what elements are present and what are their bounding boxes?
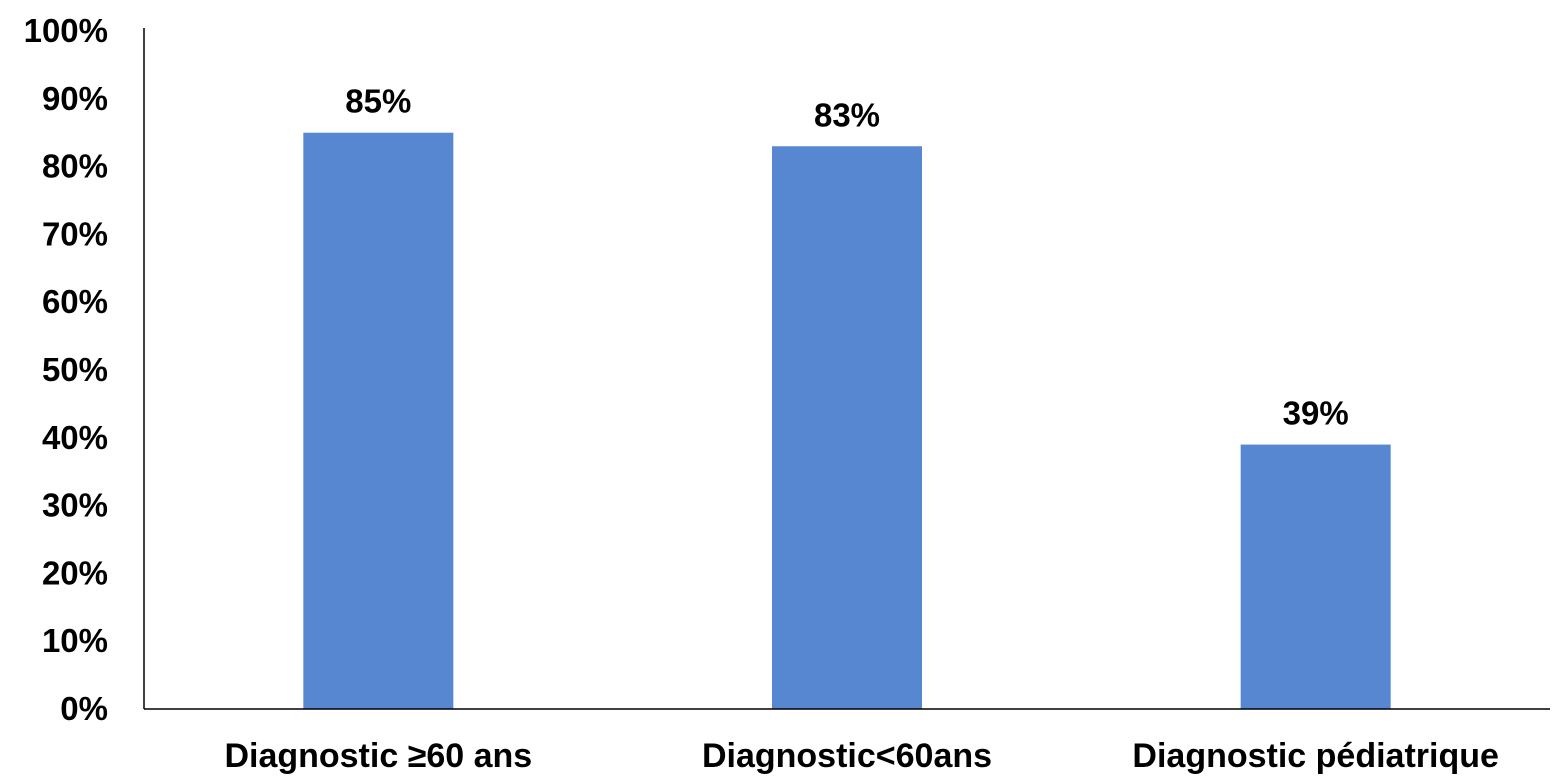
- y-tick-label: 90%: [42, 80, 108, 117]
- x-category-label: Diagnostic pédiatrique: [1132, 737, 1499, 775]
- y-tick-label: 10%: [42, 622, 108, 659]
- x-category-label: Diagnostic<60ans: [702, 737, 992, 775]
- y-tick-label: 50%: [42, 351, 108, 388]
- data-label: 85%: [345, 83, 411, 120]
- data-label: 83%: [814, 96, 880, 133]
- y-tick-label: 70%: [42, 215, 108, 252]
- y-tick-labels: 0% 10% 20% 30% 40% 50% 60% 70% 80% 90% 100%: [24, 12, 108, 727]
- y-tick-label: 20%: [42, 554, 108, 591]
- axes: [143, 28, 1550, 710]
- data-labels: 85% 83% 39%: [345, 83, 1348, 432]
- y-tick-label: 80%: [42, 148, 108, 185]
- y-tick-label: 100%: [24, 12, 108, 49]
- y-tick-label: 60%: [42, 283, 108, 320]
- bar: [1240, 444, 1391, 709]
- bars-layer: [303, 132, 1391, 709]
- x-category-label: Diagnostic ≥60 ans: [224, 737, 532, 775]
- x-category-labels: Diagnostic ≥60 ans Diagnostic<60ans Diagno…: [224, 737, 1498, 775]
- y-tick-label: 30%: [42, 487, 108, 524]
- data-label: 39%: [1283, 395, 1349, 432]
- bar: [772, 146, 922, 709]
- y-tick-label: 40%: [42, 419, 108, 456]
- y-tick-label: 0%: [60, 690, 108, 727]
- bar: [303, 132, 454, 709]
